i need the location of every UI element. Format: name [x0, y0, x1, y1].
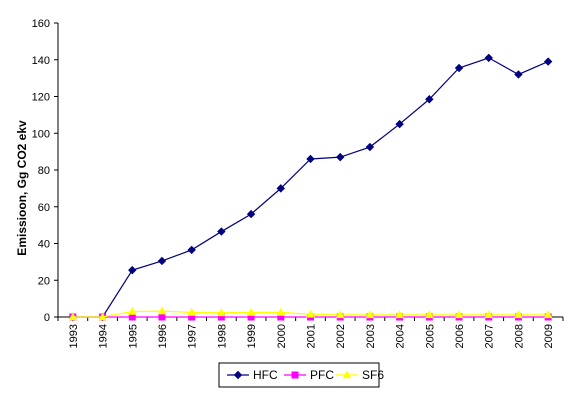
- legend-item-pfc: PFC: [284, 368, 334, 382]
- x-tick-label: 1995: [127, 324, 139, 348]
- data-point-hfc: [217, 227, 226, 236]
- x-tick-label: 1993: [68, 324, 80, 348]
- data-point-sf6: [217, 308, 226, 317]
- series-sf6: [68, 306, 553, 321]
- legend-label-hfc: HFC: [253, 368, 278, 382]
- data-point-sf6: [543, 310, 553, 319]
- data-point-sf6: [98, 312, 107, 321]
- data-point-sf6: [187, 307, 197, 316]
- data-point-hfc: [187, 245, 196, 255]
- data-point-hfc: [335, 152, 345, 162]
- y-tick-label: 140: [32, 55, 50, 67]
- data-point-hfc: [484, 53, 493, 63]
- x-tick-label: 2009: [543, 324, 555, 348]
- x-tick-label: 2006: [454, 324, 466, 348]
- x-tick-label: 2005: [424, 324, 436, 348]
- x-tick-label: 1996: [157, 324, 169, 348]
- y-tick-label: 40: [38, 239, 50, 251]
- data-point-hfc: [306, 154, 315, 164]
- y-tick-label: 80: [38, 165, 50, 177]
- data-point-sf6: [514, 310, 523, 319]
- data-point-sf6: [335, 310, 345, 319]
- data-point-sf6: [157, 306, 167, 315]
- legend: HFC PFC SF6: [218, 362, 384, 388]
- legend-marker-hfc: [233, 370, 243, 380]
- data-point-hfc: [395, 119, 404, 129]
- x-tick-label: 1998: [216, 324, 228, 348]
- data-point-hfc: [365, 142, 375, 152]
- legend-item-sf6: SF6: [336, 368, 384, 382]
- x-tick-label: 1994: [98, 324, 110, 348]
- series-layer: [68, 53, 553, 322]
- x-tick-label: 2008: [513, 324, 525, 348]
- series-line-hfc: [72, 57, 549, 318]
- data-point-sf6: [127, 306, 137, 315]
- series-hfc: [68, 53, 553, 322]
- data-point-sf6: [454, 310, 464, 319]
- data-point-hfc: [543, 57, 553, 66]
- data-point-sf6: [306, 309, 315, 318]
- data-point-sf6: [424, 310, 434, 319]
- data-point-hfc: [425, 95, 434, 104]
- x-tick-label: 2007: [484, 324, 496, 348]
- legend-label-pfc: PFC: [310, 368, 334, 382]
- data-point-sf6: [365, 310, 375, 319]
- x-tick-label: 1999: [246, 324, 258, 348]
- legend-label-sf6: SF6: [362, 368, 384, 382]
- x-tick-label: 1997: [187, 324, 199, 348]
- x-axis: 1993 1994 1995 1996 1997 1998 1999 2000 2001 2002…: [57, 316, 564, 348]
- legend-marker-pfc: [291, 371, 299, 379]
- legend-marker-sf6: [342, 370, 352, 379]
- data-point-hfc: [157, 256, 167, 266]
- data-point-sf6: [246, 307, 256, 316]
- x-tick-label: 2003: [365, 324, 377, 348]
- y-axis-title: Emissioon, Gg CO2 ekv: [15, 120, 29, 256]
- y-tick-label: 20: [38, 275, 50, 287]
- y-axis: 0 20 40 60 80 100 120 140 160: [32, 18, 59, 324]
- x-tick-label: 2001: [306, 324, 318, 348]
- data-point-pfc: [128, 313, 136, 321]
- data-point-sf6: [484, 310, 494, 319]
- data-point-sf6: [395, 310, 404, 319]
- data-point-sf6: [276, 307, 286, 316]
- data-point-hfc: [514, 70, 523, 79]
- y-tick-label: 160: [32, 18, 50, 30]
- data-point-hfc: [276, 184, 286, 193]
- x-tick-label: 2002: [335, 324, 347, 348]
- data-point-hfc: [246, 209, 256, 219]
- y-tick-label: 60: [38, 202, 50, 214]
- x-tick-label: 2000: [276, 324, 288, 348]
- data-point-hfc: [454, 63, 464, 73]
- data-point-pfc: [158, 313, 166, 321]
- x-tick-label: 2004: [395, 324, 407, 348]
- legend-item-hfc: HFC: [227, 368, 278, 382]
- data-point-sf6: [68, 312, 78, 321]
- y-tick-label: 100: [32, 128, 50, 140]
- data-point-hfc: [128, 265, 137, 275]
- y-tick-label: 120: [32, 92, 50, 104]
- y-tick-label: 0: [44, 312, 50, 324]
